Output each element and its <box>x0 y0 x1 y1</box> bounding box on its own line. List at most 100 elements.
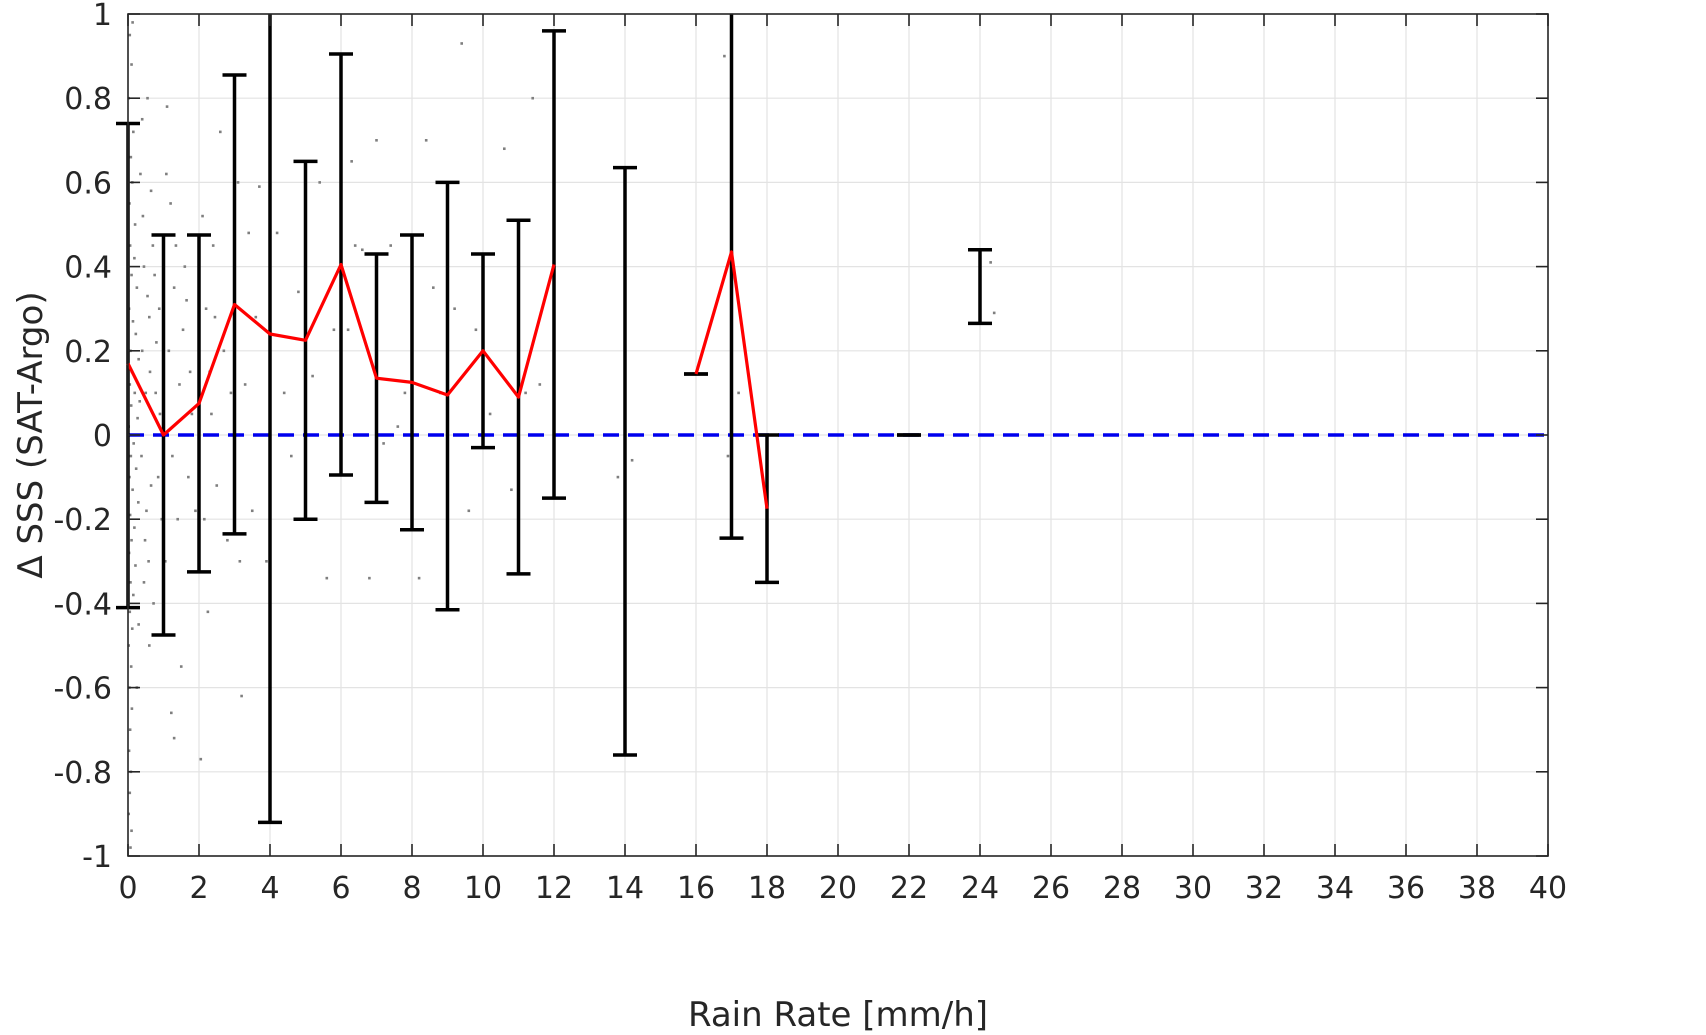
scatter-point <box>143 538 147 542</box>
scatter-point <box>474 328 478 332</box>
scatter-point <box>989 261 992 264</box>
scatter-point <box>350 160 353 163</box>
x-tick-label: 12 <box>535 871 573 906</box>
x-tick-label: 2 <box>189 871 208 906</box>
scatter-point <box>140 349 144 353</box>
x-tick-label: 36 <box>1387 871 1425 906</box>
scatter-point <box>453 307 456 310</box>
tick-marks <box>127 13 1549 857</box>
scatter-point <box>194 509 197 513</box>
scatter-point <box>163 560 167 563</box>
x-tick-label: 20 <box>819 871 857 906</box>
x-tick-label: 26 <box>1032 871 1070 906</box>
scatter-point <box>178 383 181 386</box>
scatter-point <box>130 627 134 630</box>
x-tick-label: 18 <box>748 871 786 906</box>
scatter-point <box>128 244 132 247</box>
scatter-point <box>172 286 176 289</box>
scatter-point <box>146 294 149 298</box>
x-tick-label: 4 <box>260 871 279 906</box>
scatter-point <box>258 185 261 188</box>
y-tick-label: 1 <box>93 0 112 33</box>
x-tick-label: 34 <box>1316 871 1354 906</box>
scatter-point <box>325 576 329 580</box>
scatter-point <box>417 576 421 580</box>
scatter-point <box>176 517 179 521</box>
y-tick-label: -1 <box>82 840 112 875</box>
scatter-point <box>152 602 155 605</box>
scatter-point <box>382 442 385 445</box>
scatter-point <box>424 139 428 142</box>
scatter-point <box>141 214 145 218</box>
x-tick-label: 16 <box>677 871 715 906</box>
scatter-point <box>154 391 157 395</box>
scatter-point <box>201 214 204 218</box>
scatter-point <box>129 404 133 407</box>
scatter-point <box>737 391 740 395</box>
x-tick-label: 38 <box>1458 871 1496 906</box>
scatter-point <box>140 454 143 458</box>
scatter-point <box>247 231 250 235</box>
error-bar <box>968 248 992 326</box>
scatter-point <box>142 581 146 584</box>
scatter-point <box>142 265 146 268</box>
x-axis-label: Rain Rate [mm/h] <box>688 995 988 1035</box>
scatter-point <box>199 757 203 761</box>
scatter-point <box>144 391 148 395</box>
scatter-point <box>538 383 542 386</box>
error-bar <box>613 165 637 757</box>
y-tick-label: 0.4 <box>64 251 112 286</box>
scatter-point <box>129 155 133 159</box>
scatter-point <box>172 736 176 740</box>
scatter-point <box>128 791 132 795</box>
scatter-point <box>130 829 133 833</box>
scatter-point <box>132 130 135 134</box>
x-tick-label: 32 <box>1245 871 1283 906</box>
scatter-point <box>137 623 140 626</box>
scatter-point <box>130 63 133 66</box>
x-tick-label: 14 <box>606 871 644 906</box>
scatter-point <box>135 286 139 289</box>
scatter-point <box>290 454 293 458</box>
scatter-point <box>156 475 160 479</box>
scatter-point <box>131 21 134 24</box>
scatter-point <box>204 307 208 310</box>
scatter-point <box>630 458 634 462</box>
scatter-point <box>179 665 183 668</box>
y-tick-labels: -1 -0.8 -0.6 -0.4 -0.2 0 0.2 0.4 0.6 0.8 1 <box>53 0 112 875</box>
y-tick-label: -0.2 <box>53 503 112 538</box>
scatter-point <box>145 509 148 513</box>
scatter-point <box>134 467 138 470</box>
y-tick-label: 0.6 <box>64 166 112 201</box>
error-bar <box>719 14 744 540</box>
scatter-point <box>992 311 996 315</box>
scatter-point <box>311 374 314 378</box>
scatter-point <box>181 328 185 332</box>
scatter-point <box>165 105 169 108</box>
scatter-point <box>240 694 243 698</box>
scatter-point <box>368 576 371 580</box>
x-tick-label: 10 <box>464 871 502 906</box>
y-axis-label: Δ SSS (SAT-Argo) <box>11 291 51 578</box>
scatter-point <box>158 412 162 416</box>
scatter-point <box>132 593 135 597</box>
scatter-point <box>254 315 258 319</box>
scatter-point <box>210 412 213 416</box>
scatter-point <box>389 244 392 247</box>
scatter-point <box>432 286 435 289</box>
scatter-point <box>128 383 132 386</box>
scatter-point <box>130 273 133 277</box>
scatter-point <box>146 96 149 100</box>
scatter-point <box>346 328 350 332</box>
scatter-point <box>128 33 132 37</box>
scatter-point <box>265 560 268 563</box>
scatter-point <box>723 54 726 58</box>
scatter-point <box>171 454 174 458</box>
scatter-point <box>129 454 133 458</box>
scatter-point <box>332 328 336 332</box>
y-tick-label: 0 <box>93 419 112 454</box>
scatter-point <box>215 484 219 487</box>
x-tick-label: 24 <box>961 871 999 906</box>
scatter-point <box>185 298 188 302</box>
